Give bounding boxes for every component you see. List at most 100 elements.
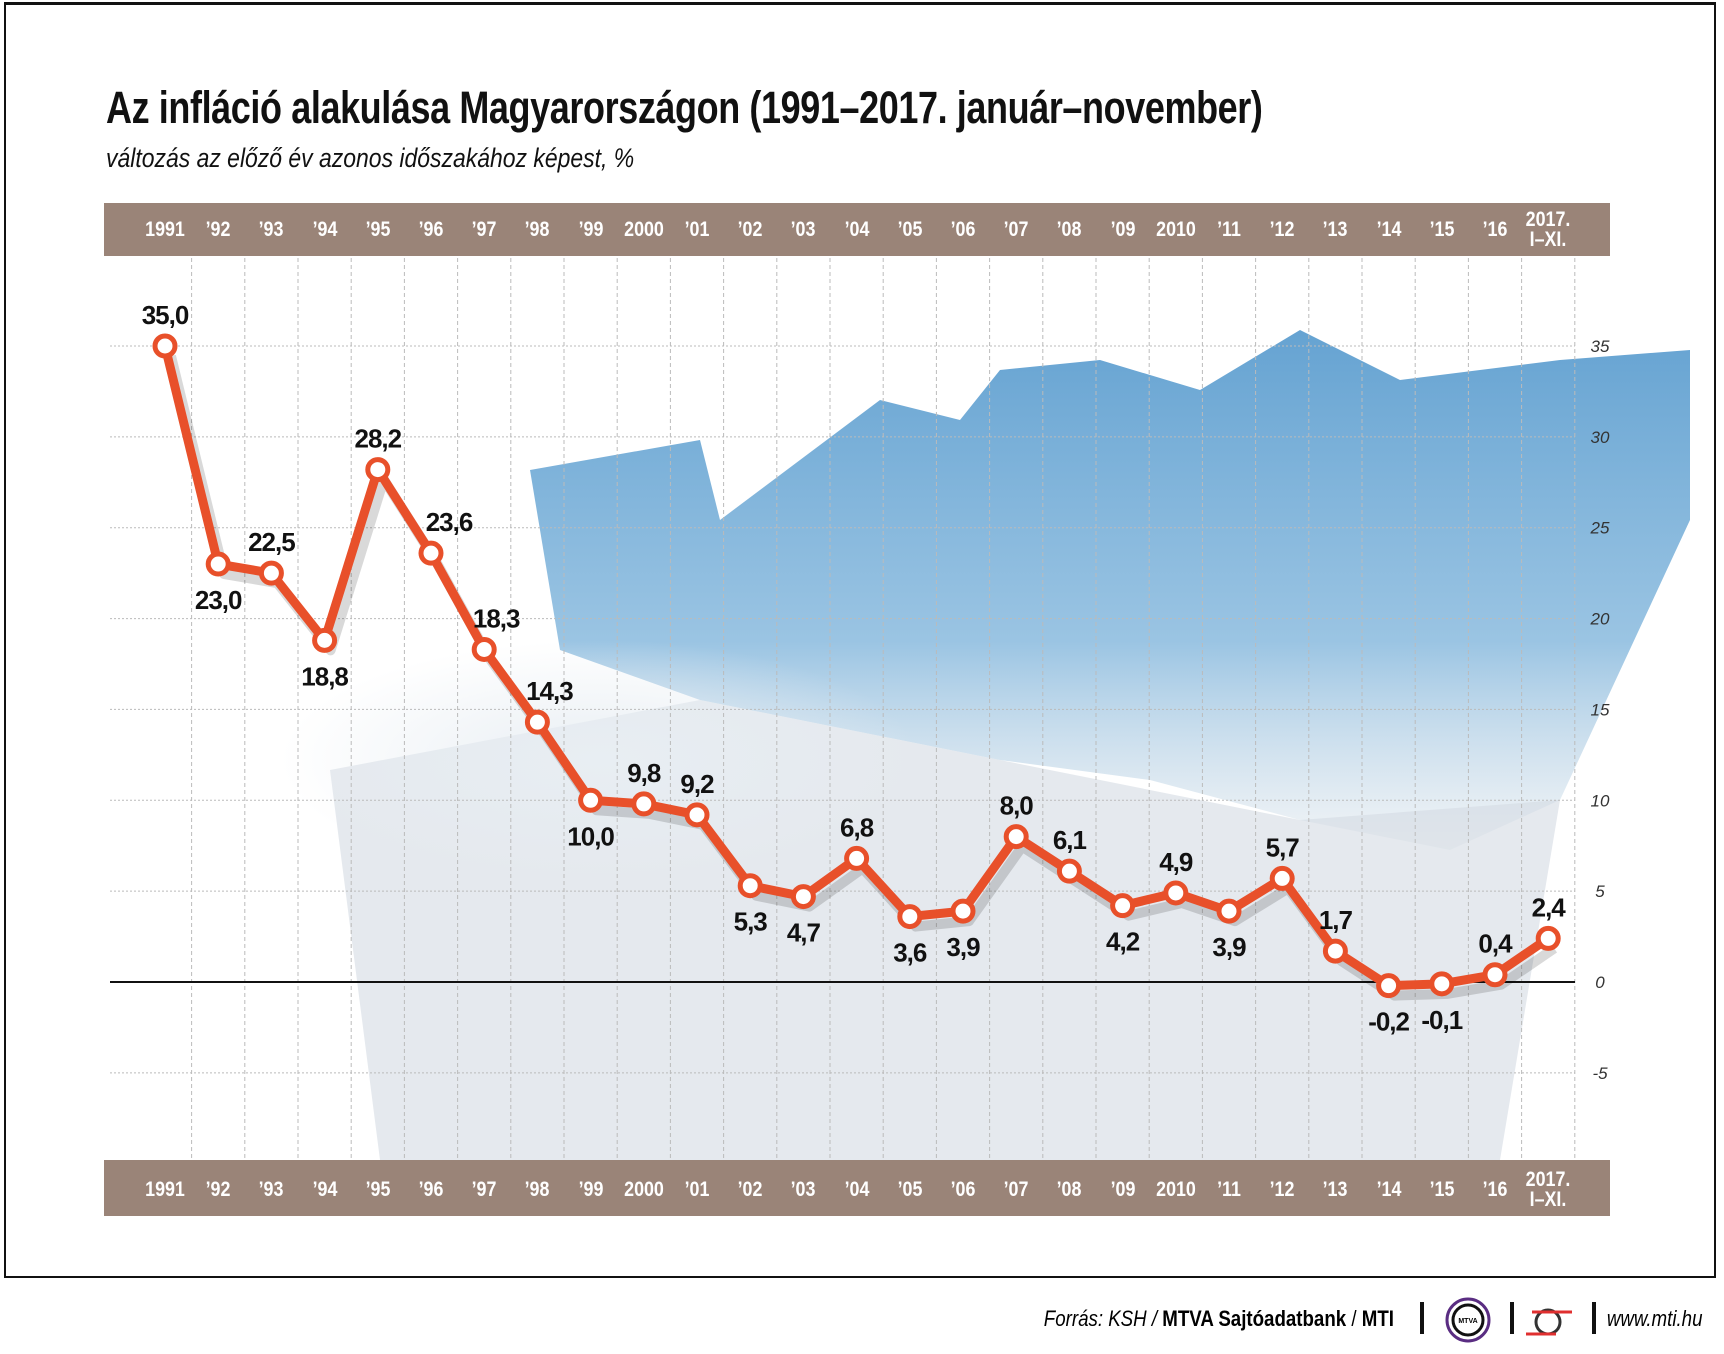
- y-tick-label: 30: [1591, 428, 1610, 447]
- year-label-bottom: ’97: [471, 1178, 497, 1201]
- year-label-bottom: ’01: [684, 1178, 710, 1201]
- year-label-top: ’02: [737, 218, 763, 241]
- y-tick-label: 5: [1595, 882, 1605, 901]
- year-label-bottom: ’07: [1003, 1178, 1029, 1201]
- data-point: [737, 873, 763, 899]
- mti-logo-icon: [1526, 1308, 1572, 1336]
- data-label: 28,2: [354, 424, 401, 454]
- data-label: 22,5: [248, 527, 295, 557]
- data-point: [1056, 858, 1082, 884]
- data-point: [578, 787, 604, 813]
- source-text: Forrás: KSH / MTVA Sajtóadatbank / MTI: [1044, 1306, 1394, 1332]
- chart-subtitle: változás az előző év azonos időszakához …: [106, 143, 635, 173]
- year-label-bottom: ’15: [1429, 1178, 1455, 1201]
- data-point: [152, 333, 178, 359]
- y-tick-label: 15: [1591, 700, 1610, 719]
- y-tick-label: 25: [1590, 519, 1610, 538]
- data-point: [1110, 893, 1136, 919]
- year-label-top: ’03: [790, 218, 816, 241]
- data-point: [312, 627, 338, 653]
- data-label: 35,0: [142, 300, 189, 330]
- year-label-bottom: ’14: [1376, 1178, 1401, 1201]
- data-label: 9,2: [680, 769, 714, 799]
- data-point: [950, 898, 976, 924]
- data-label: 5,7: [1266, 832, 1300, 862]
- data-label: 1,7: [1319, 905, 1353, 935]
- data-label: -0,1: [1421, 1005, 1462, 1035]
- year-label-top: ’06: [950, 218, 976, 241]
- website-link[interactable]: www.mti.hu: [1606, 1306, 1702, 1331]
- frame: [4, 2, 1716, 1278]
- source-bank: MTVA Sajtóadatbank: [1162, 1306, 1347, 1331]
- year-label-top: ’09: [1110, 218, 1135, 241]
- footer: Forrás: KSH / MTVA Sajtóadatbank / MTI M…: [0, 1297, 1724, 1343]
- year-label-top: ’95: [365, 218, 391, 241]
- y-tick-label: 35: [1591, 337, 1610, 356]
- year-label-top: ’99: [578, 218, 603, 241]
- year-label-bottom: ’93: [258, 1178, 284, 1201]
- year-label-top: ’07: [1003, 218, 1029, 241]
- data-label: 23,0: [195, 585, 242, 615]
- data-point: [1376, 973, 1402, 999]
- source-prefix: Forrás: KSH /: [1043, 1306, 1163, 1331]
- year-band-top: [104, 203, 1610, 256]
- year-label-bottom: ’13: [1322, 1178, 1348, 1201]
- data-point: [1269, 865, 1295, 891]
- year-label-bottom: ’12: [1269, 1178, 1295, 1201]
- data-point: [631, 791, 657, 817]
- data-point: [1535, 925, 1561, 951]
- separator: [1510, 1302, 1514, 1334]
- year-label-bottom: 2010: [1155, 1178, 1196, 1201]
- year-label-bottom: ’09: [1110, 1178, 1135, 1201]
- year-label-top: ’12: [1269, 218, 1295, 241]
- year-label-bottom: ’96: [418, 1178, 444, 1201]
- data-label: 8,0: [1000, 791, 1034, 821]
- year-label-top: ’97: [471, 218, 497, 241]
- year-label-bottom: ’05: [897, 1178, 923, 1201]
- year-label-bottom: ’11: [1217, 1178, 1241, 1201]
- year-label-top: ’94: [312, 218, 337, 241]
- y-tick-label: -5: [1592, 1064, 1608, 1083]
- data-label: 18,3: [473, 603, 520, 633]
- data-point: [1216, 898, 1242, 924]
- chart-title: Az infláció alakulása Magyarországon (19…: [106, 82, 1263, 133]
- year-label-bottom: 2017. I–XI.: [1525, 1168, 1571, 1211]
- year-label-top: 2000: [623, 218, 664, 241]
- data-label: -0,2: [1368, 1007, 1409, 1037]
- data-point: [365, 457, 391, 483]
- mtva-logo-icon: MTVA: [1445, 1297, 1491, 1343]
- year-label-bottom: ’92: [205, 1178, 231, 1201]
- separator: [1420, 1302, 1424, 1334]
- year-label-top: ’15: [1429, 218, 1455, 241]
- data-point: [1429, 971, 1455, 997]
- year-label-top: ’96: [418, 218, 444, 241]
- y-tick-label: 20: [1590, 610, 1610, 629]
- source-mti: MTI: [1361, 1306, 1394, 1331]
- data-point: [684, 802, 710, 828]
- data-label: 18,8: [301, 661, 348, 691]
- data-label: 2,4: [1532, 892, 1567, 922]
- data-point: [418, 540, 444, 566]
- year-label-top: 2010: [1155, 218, 1196, 241]
- data-label: 6,8: [840, 812, 874, 842]
- data-label: 23,6: [426, 507, 473, 537]
- data-label: 4,2: [1106, 927, 1140, 957]
- data-point: [1163, 880, 1189, 906]
- y-tick-label: 0: [1595, 973, 1605, 992]
- year-label-top: 1991: [145, 218, 185, 241]
- data-point: [471, 636, 497, 662]
- year-label-top: ’92: [205, 218, 231, 241]
- data-label: 3,9: [946, 932, 980, 962]
- year-label-top: ’14: [1376, 218, 1401, 241]
- data-point: [844, 845, 870, 871]
- inflation-line-chart: 35 30 25 20 15 10 5 0 -5 35,0 23,022,5 18,8 28,2 23,6…: [110, 258, 1690, 1160]
- data-point: [205, 551, 231, 577]
- year-label-bottom: ’16: [1482, 1178, 1508, 1201]
- background-highlight: [280, 640, 920, 880]
- year-label-bottom: ’03: [790, 1178, 816, 1201]
- year-label-bottom: 1991: [145, 1178, 185, 1201]
- data-label: 4,9: [1159, 847, 1193, 877]
- year-label-bottom: ’02: [737, 1178, 763, 1201]
- year-label-top: ’01: [684, 218, 710, 241]
- separator: [1592, 1302, 1596, 1334]
